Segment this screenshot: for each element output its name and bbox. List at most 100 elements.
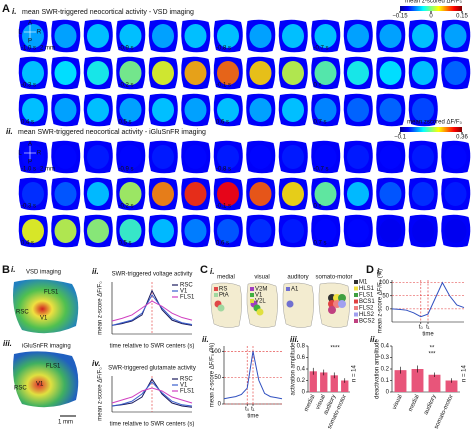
legend-swatch — [214, 293, 218, 297]
activity — [152, 98, 174, 122]
y-tick-label: 0.2 — [297, 378, 306, 384]
subpanel-label: ii. — [202, 335, 209, 344]
x-tick-label: t₁ — [426, 325, 430, 331]
x-tick-label: t₀ — [245, 407, 250, 413]
legend-label: FLS1 — [180, 389, 195, 395]
activity — [152, 61, 174, 85]
activity — [314, 24, 337, 48]
legend-swatch — [250, 287, 254, 291]
orientation-label: A — [28, 21, 32, 27]
activity — [119, 98, 142, 122]
activity — [282, 182, 304, 206]
orientation-label: R — [37, 30, 42, 36]
activity — [119, 182, 142, 206]
subpanel-label: iii. — [290, 335, 299, 344]
x-tick-label: auditory — [423, 394, 437, 416]
legend-label: A1 — [291, 287, 299, 293]
legend-swatch — [286, 287, 290, 291]
activity — [379, 61, 402, 85]
activity — [444, 61, 467, 85]
x-axis-label: time — [422, 332, 434, 338]
panel-label: A — [2, 3, 10, 15]
scale-label: 2 mm — [40, 167, 55, 173]
legend-swatch — [214, 287, 218, 291]
activity — [412, 145, 434, 169]
bar — [428, 374, 441, 392]
legend-label: V2L — [255, 299, 266, 305]
panel-label: B — [2, 264, 10, 276]
region-label: V1 — [36, 382, 44, 388]
x-tick-label: t₀ — [419, 325, 424, 331]
activity — [249, 24, 272, 48]
legend-label: FLS1 — [359, 293, 374, 299]
time-label: 0.6 s — [216, 241, 229, 247]
time-label: 0.7 s — [314, 241, 327, 247]
subpanel-label: i. — [377, 267, 381, 276]
activity — [22, 24, 44, 48]
x-tick-label: visual — [315, 394, 327, 410]
y-tick-label: 0 — [386, 306, 390, 312]
panel-label: D — [366, 264, 374, 276]
group-label: auditory — [287, 275, 308, 281]
activity — [54, 98, 77, 122]
activity — [184, 24, 207, 48]
activity — [347, 219, 369, 243]
y-tick-label: 0 — [218, 402, 222, 408]
y-tick-label: 0 — [386, 390, 390, 396]
x-tick-label: visual — [392, 394, 404, 410]
region-label: FLS1 — [44, 290, 59, 296]
time-label: -0.1 s — [216, 204, 231, 210]
activity — [282, 219, 304, 243]
line-series — [111, 378, 193, 408]
x-tick-label: somato-motor — [434, 394, 455, 429]
activity — [379, 145, 402, 169]
activity — [119, 61, 142, 85]
colorbar — [400, 127, 462, 132]
region-area — [338, 294, 346, 302]
region-label: RSC — [16, 310, 29, 316]
activity — [282, 24, 304, 48]
scale-label: 1 mm — [58, 420, 73, 426]
legend-swatch — [354, 286, 358, 291]
activity — [217, 61, 239, 85]
activity — [184, 61, 207, 85]
activity — [217, 145, 239, 169]
line-series — [391, 281, 465, 318]
legend-swatch — [354, 312, 358, 317]
activity — [347, 182, 369, 206]
activity — [22, 61, 44, 85]
orientation-label: L — [18, 30, 22, 36]
activity — [249, 145, 272, 169]
activity — [184, 219, 207, 243]
time-label: -0.2 s — [119, 83, 134, 89]
activity — [87, 24, 109, 48]
time-label: -0.7 s — [314, 167, 329, 173]
activity — [54, 219, 77, 243]
region-label: V1 — [40, 316, 48, 322]
activity — [379, 219, 402, 243]
annotation: n = 14 — [462, 364, 468, 382]
time-label: -0.3 s — [21, 83, 36, 89]
legend-label: FLS1 — [180, 295, 195, 301]
activity — [314, 61, 337, 85]
activity — [444, 145, 467, 169]
colorbar-title: mean zscored ΔF/F₀ — [407, 120, 462, 126]
y-tick-label: 0.4 — [381, 344, 390, 350]
activity — [87, 98, 109, 122]
vsd-map — [13, 279, 79, 334]
y-axis-label: mean z-score ΔF/F₀ (%) — [210, 343, 216, 408]
bar — [394, 370, 407, 392]
legend-label: V1 — [180, 289, 188, 295]
y-tick-label: 0.3 — [381, 355, 390, 361]
activity — [412, 61, 434, 85]
y-axis-label: mean z-score ΔF/F₀ — [98, 281, 104, 335]
activity — [87, 219, 109, 243]
legend-label: RS — [219, 287, 227, 293]
legend-label: FLS2 — [359, 306, 374, 312]
activity — [314, 219, 337, 243]
y-tick-label: 50 — [382, 293, 389, 299]
activity — [22, 182, 44, 206]
activity — [119, 24, 142, 48]
orientation-label: R — [37, 151, 42, 157]
subpanel-label: ii. — [92, 267, 99, 276]
